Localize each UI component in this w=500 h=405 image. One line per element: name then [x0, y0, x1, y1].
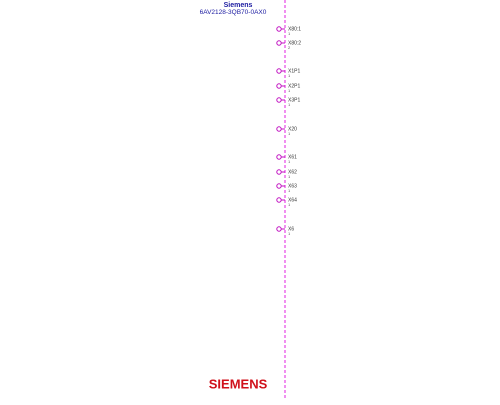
pin-terminal: [276, 197, 282, 203]
pin-terminal: [276, 154, 282, 160]
logo: SIEMENS: [209, 376, 268, 391]
pin-sub: 1: [288, 188, 291, 193]
pin-label: X63: [288, 183, 297, 189]
pin-sub: 2: [288, 45, 291, 50]
manufacturer: Siemens: [224, 2, 253, 9]
pin-label: X20: [288, 126, 297, 132]
pin-label: X6: [288, 226, 294, 232]
pin-terminal: [276, 97, 282, 103]
pin-label: X2P1: [288, 83, 300, 89]
pin-sub: 1: [288, 159, 291, 164]
pin-sub: 1: [288, 202, 291, 207]
pin-terminal: [276, 183, 282, 189]
pin-sub: 1: [288, 88, 291, 93]
pin-terminal: [276, 40, 282, 46]
pin-terminal: [276, 126, 282, 132]
pin-label: X3P1: [288, 97, 300, 103]
pin-label: X62: [288, 169, 297, 175]
pin-label: X80:1: [288, 26, 301, 32]
pin-sub: 1: [288, 231, 291, 236]
pin-terminal: [276, 226, 282, 232]
pin-sub: 1: [288, 73, 291, 78]
pin-terminal: [276, 169, 282, 175]
pin-terminal: [276, 83, 282, 89]
pin-label: X61: [288, 154, 297, 160]
pin-sub: 1: [288, 31, 291, 36]
pin-sub: 1: [288, 174, 291, 179]
pin-label: X80:2: [288, 40, 301, 46]
pin-label: X64: [288, 197, 297, 203]
pin-terminal: [276, 68, 282, 74]
pin-sub: 1: [288, 131, 291, 136]
pin-label: X1P1: [288, 68, 300, 74]
pin-sub: 1: [288, 102, 291, 107]
part-number: 6AV2128-3QB70-0AX0: [200, 9, 267, 16]
pin-terminal: [276, 26, 282, 32]
pins: X80:11X80:22X1P11X2P11X3P11X201X611X621X…: [276, 26, 301, 236]
